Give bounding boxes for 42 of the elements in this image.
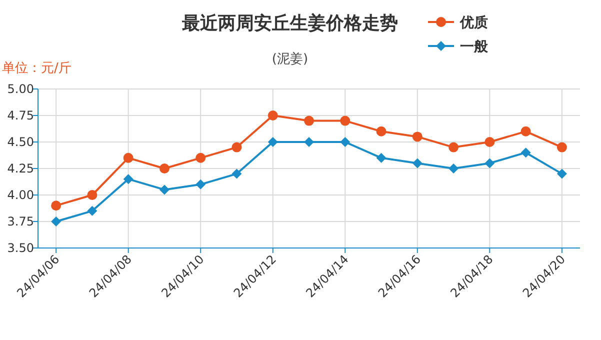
point — [268, 137, 278, 147]
y-tick-label: 3.75 — [7, 214, 34, 228]
point — [520, 148, 531, 158]
point — [232, 142, 242, 152]
point — [376, 126, 386, 136]
legend-label: 优质 — [459, 14, 488, 31]
point — [51, 200, 62, 211]
y-tick-label: 4.75 — [7, 108, 34, 122]
text: 单位：元/斤 — [2, 61, 72, 76]
point — [123, 174, 134, 184]
point — [232, 168, 242, 179]
point — [520, 126, 531, 136]
point — [196, 179, 206, 190]
point — [51, 216, 62, 226]
point — [484, 137, 495, 147]
point — [123, 152, 134, 163]
point — [340, 137, 350, 147]
chart-title: 最近两周安丘生姜价格走势 — [181, 12, 398, 34]
point — [556, 168, 567, 179]
legend-label: 一般 — [460, 39, 489, 55]
chart-subtitle: (泥姜) — [272, 51, 308, 67]
point — [484, 158, 495, 168]
point — [268, 110, 278, 120]
point — [87, 190, 98, 200]
y-tick-label: 4.00 — [7, 188, 34, 202]
point — [304, 137, 314, 147]
point — [412, 132, 422, 142]
point — [556, 142, 567, 152]
point — [304, 116, 314, 126]
point — [87, 206, 98, 216]
point — [448, 142, 459, 152]
point — [159, 164, 170, 174]
point — [412, 158, 422, 168]
point — [448, 164, 459, 174]
point — [159, 184, 170, 195]
y-tick-label: 4.50 — [7, 135, 34, 149]
y-tick-label: 3.50 — [7, 241, 34, 255]
point — [196, 152, 206, 163]
y-tick-label: 5.00 — [7, 82, 34, 96]
point — [340, 116, 350, 126]
y-tick-label: 4.25 — [7, 162, 34, 176]
point — [376, 152, 386, 163]
